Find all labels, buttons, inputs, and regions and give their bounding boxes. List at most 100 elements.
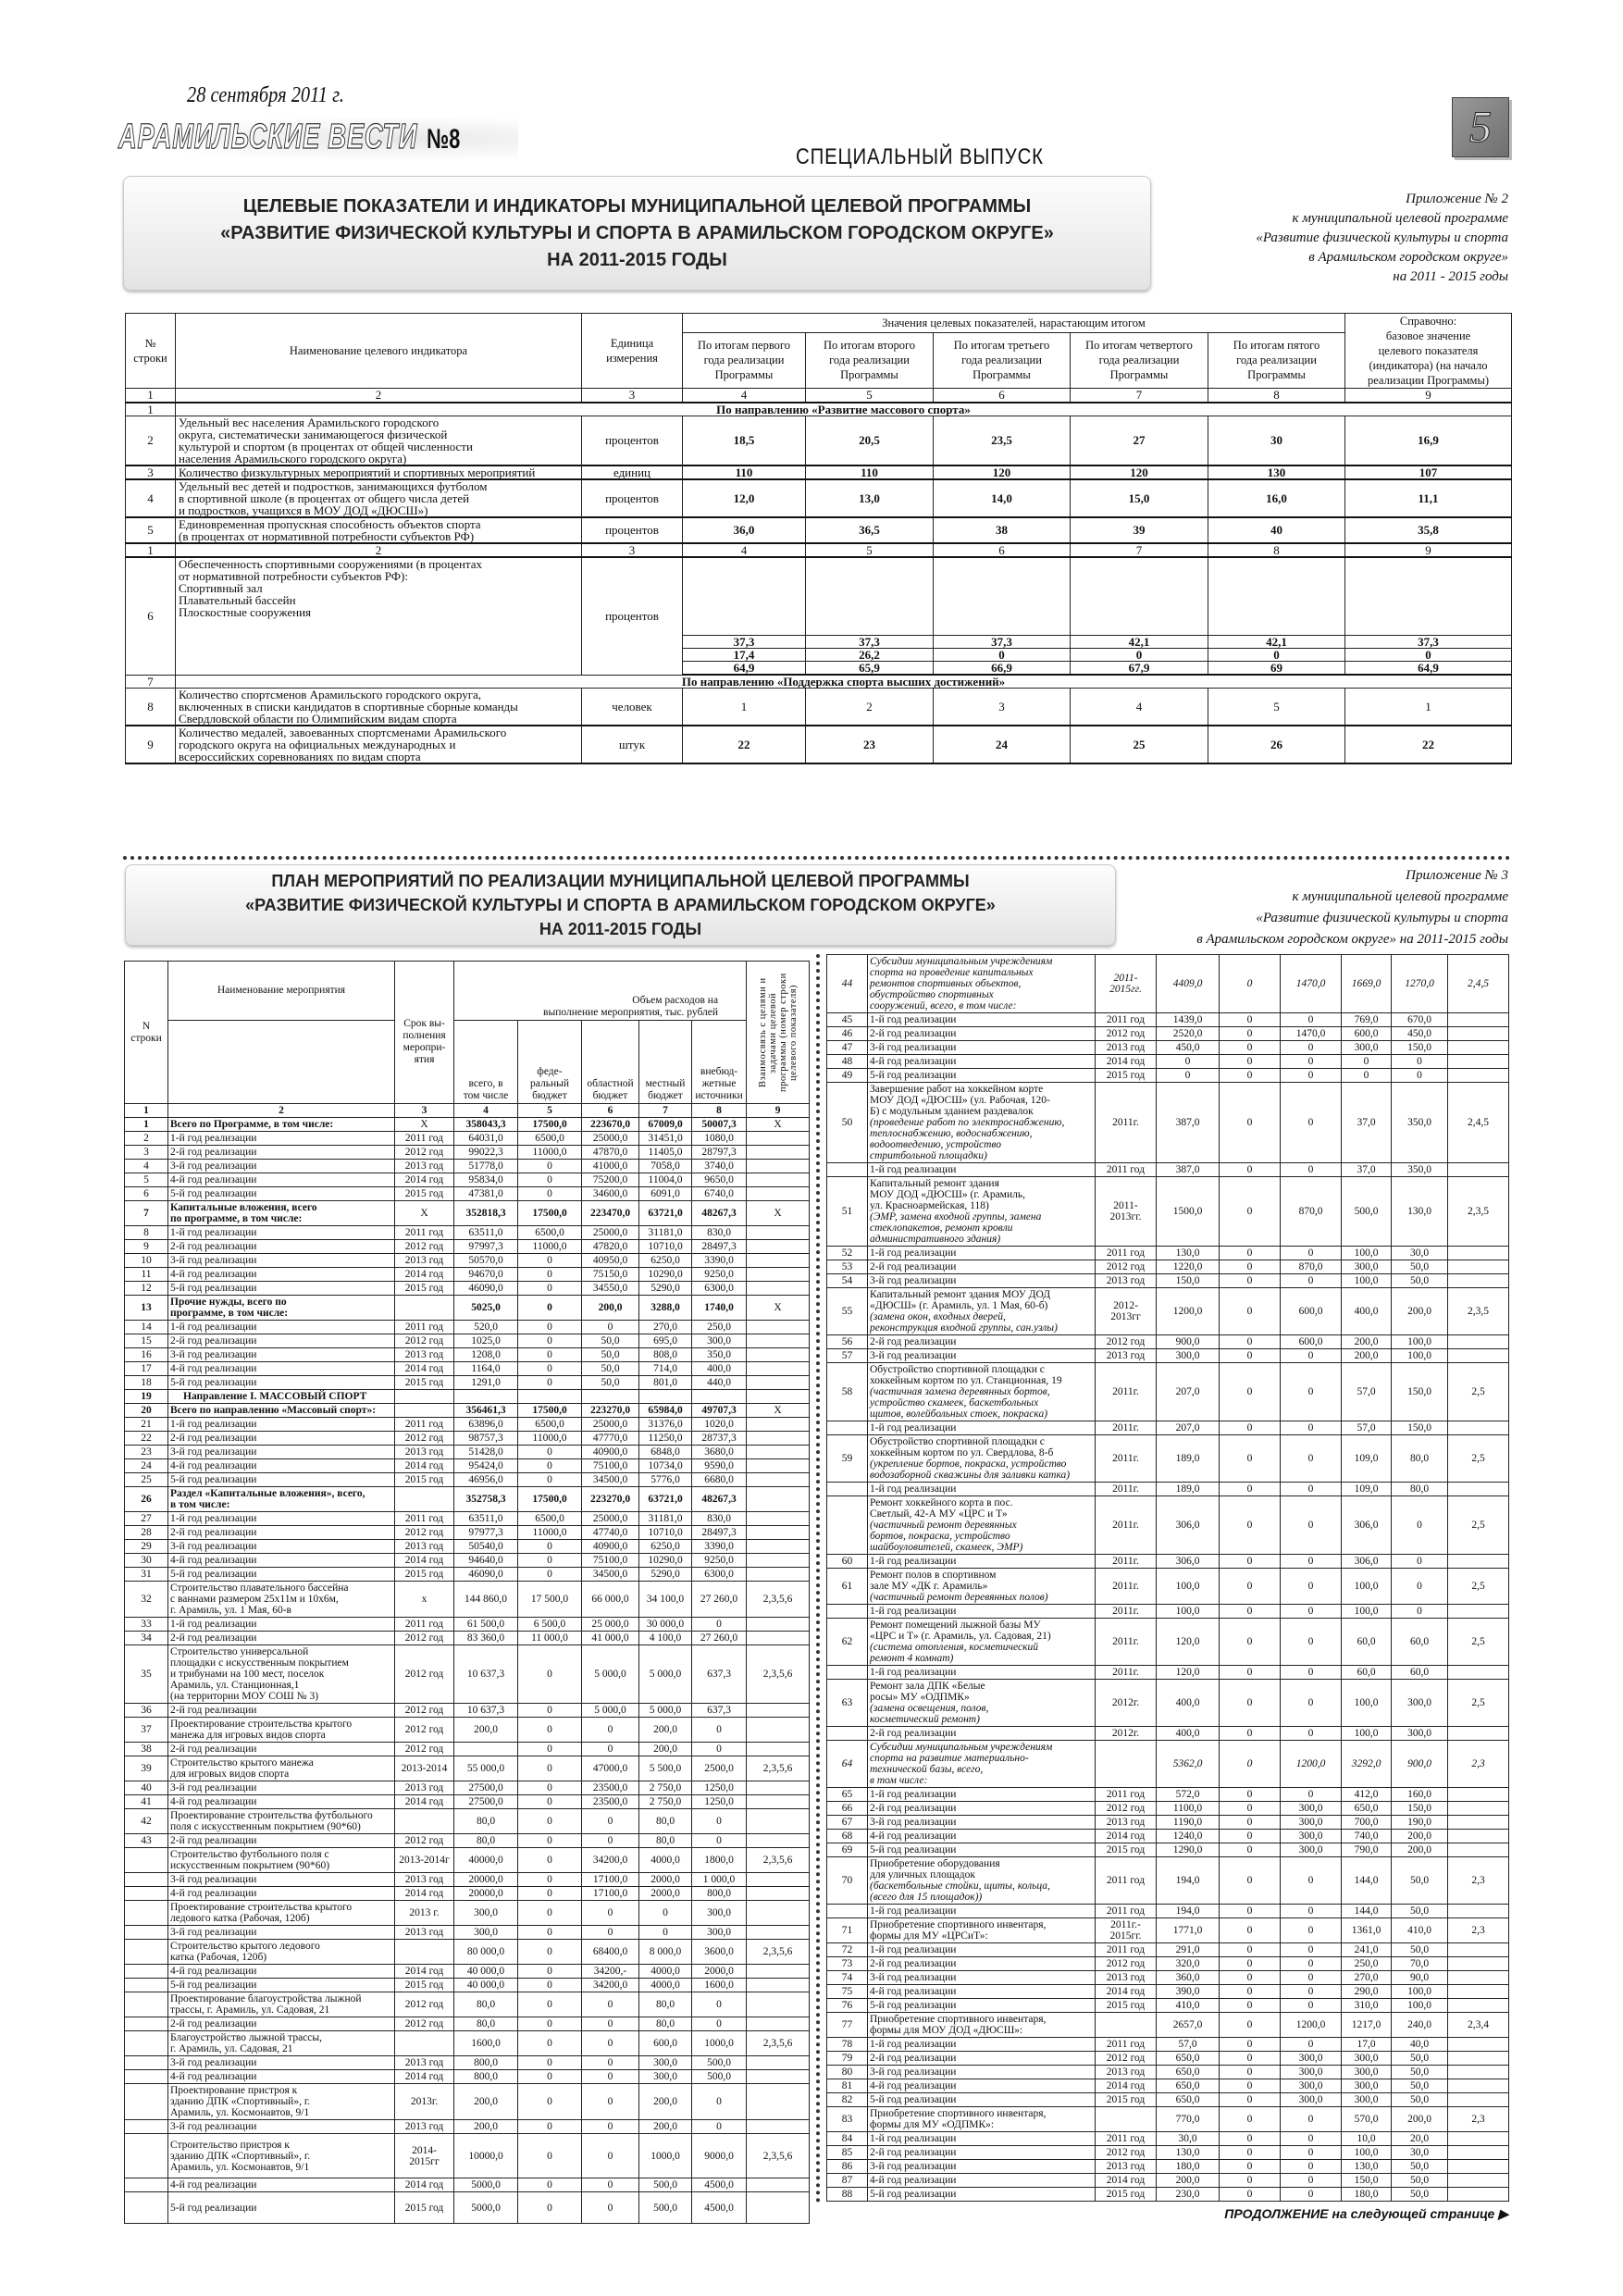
regional-budget: 870,0 — [1280, 1260, 1342, 1274]
indicator-name: Обеспеченность спортивными сооружениями … — [175, 556, 582, 676]
plan-row: 24 4-й год реализации 2014 год 95424,0 0 7510… — [124, 1458, 811, 1473]
local-budget: 600,0 — [638, 2030, 692, 2056]
total-amount: 64031,0 — [453, 1131, 518, 1146]
local-budget: 801,0 — [638, 1375, 692, 1390]
linked-indicators: 2,3,5,6 — [746, 1581, 811, 1618]
empty-cell — [933, 556, 1071, 636]
measure-name: 3-й год реализации — [167, 1445, 395, 1459]
measure-name: 1-й год реализации — [867, 2037, 1096, 2052]
measure-name: Приобретение оборудования для уличных пл… — [867, 1856, 1096, 1905]
plan-row: 2-й год реализации 2012 год 80,0 0 0 80,0 0 — [124, 2017, 811, 2031]
linked-indicators — [746, 1239, 811, 1254]
term: X — [394, 1200, 454, 1226]
local-budget: 5290,0 — [638, 1567, 692, 1582]
row-number: 82 — [826, 2092, 868, 2107]
federal-budget: 0 — [1219, 1618, 1281, 1666]
plan-row: 44 Субсидии муниципальным учреждениям спо… — [826, 954, 1509, 1013]
row-number: 42 — [124, 1808, 168, 1834]
row-number: 15 — [124, 1334, 168, 1348]
total-amount: 130,0 — [1156, 2145, 1220, 2160]
regional-budget: 0 — [1280, 1665, 1342, 1680]
regional-budget: 25000,0 — [581, 1417, 639, 1432]
linked-indicators: 2,4,5 — [1447, 1082, 1509, 1163]
term: 2013 год — [394, 1253, 454, 1268]
local-budget: 37,0 — [1341, 1082, 1392, 1163]
regional-budget: 0 — [1280, 1348, 1342, 1363]
measure-name: 3-й год реализации — [867, 1040, 1096, 1055]
total-amount: 306,0 — [1156, 1496, 1220, 1555]
total-amount: 800,0 — [453, 2055, 518, 2070]
indicator-value: 3 — [933, 688, 1071, 726]
regional-budget: 0 — [581, 2055, 639, 2070]
federal-budget: 11000,0 — [517, 1239, 582, 1254]
total-amount: 40 000,0 — [453, 1964, 518, 1979]
row-number: 66 — [826, 1801, 868, 1816]
extrabudgetary: 160,0 — [1391, 1787, 1448, 1802]
local-budget: 300,0 — [1341, 2092, 1392, 2107]
regional-budget: 0 — [581, 2030, 639, 2056]
measure-name: 5-й год реализации — [167, 1567, 395, 1582]
plan-row: 33 1-й год реализации 2011 год 61 500,0 6 50… — [124, 1617, 811, 1632]
federal-budget: 0 — [1219, 2187, 1281, 2202]
term: 2014 год — [1095, 1829, 1157, 1843]
federal-budget: 0 — [517, 2030, 582, 2056]
term: 2012 год — [1095, 1334, 1157, 1349]
term: 2011г. — [1095, 1665, 1157, 1680]
plan-row: 76 5-й год реализации 2015 год 410,0 0 0 310,0… — [826, 1998, 1509, 2013]
term: 2011г. — [1095, 1568, 1157, 1605]
term: 2015 год — [1095, 2092, 1157, 2107]
measure-name: 3-й год реализации — [867, 2065, 1096, 2079]
regional-budget: 5 000,0 — [581, 1644, 639, 1704]
total-amount: 20000,0 — [453, 1872, 518, 1887]
local-budget: 200,0 — [638, 1742, 692, 1756]
unit: процентов — [581, 478, 683, 518]
row-number: 69 — [826, 1843, 868, 1857]
header-unit: Единица измерения — [581, 313, 683, 389]
row-number: 63 — [826, 1679, 868, 1727]
total-amount: 1439,0 — [1156, 1012, 1220, 1027]
total-amount: 50570,0 — [453, 1253, 518, 1268]
total-amount: 46956,0 — [453, 1472, 518, 1487]
regional-budget: 0 — [1280, 1082, 1342, 1163]
column-number: 6 — [933, 542, 1071, 558]
local-budget: 109,0 — [1341, 1434, 1392, 1483]
extrabudgetary: 1020,0 — [690, 1417, 748, 1432]
local-budget: 0 — [638, 1900, 692, 1926]
plan-row: 27 1-й год реализации 2011 год 63511,0 6500,… — [124, 1511, 811, 1526]
extrabudgetary: 1600,0 — [690, 1978, 748, 1992]
row-number: 71 — [826, 1917, 868, 1943]
extrabudgetary: 1 000,0 — [690, 1872, 748, 1887]
federal-budget: 0 — [1219, 1362, 1281, 1421]
term: 2013 год — [394, 2119, 454, 2134]
total-amount: 120,0 — [1156, 1618, 1220, 1666]
measure-name: 2-й год реализации — [167, 1703, 395, 1718]
extrabudgetary: 0 — [690, 1833, 748, 1848]
total-amount: 100,0 — [1156, 1604, 1220, 1619]
measure-name: Направление I. МАССОВЫЙ СПОРТ — [167, 1389, 395, 1404]
row-number: 38 — [124, 1742, 168, 1756]
regional-budget: 600,0 — [1280, 1287, 1342, 1335]
header-values-group: Значения целевых показателей, нарастающи… — [681, 313, 1346, 333]
extrabudgetary: 6680,0 — [690, 1472, 748, 1487]
federal-budget: 0 — [517, 1539, 582, 1554]
extrabudgetary: 28497,3 — [690, 1525, 748, 1540]
local-budget: 100,0 — [1341, 1726, 1392, 1741]
measure-name: 5-й год реализации — [867, 1068, 1096, 1083]
term: 2014 год — [394, 1267, 454, 1282]
plan-row: 41 4-й год реализации 2014 год 27500,0 0 2350… — [124, 1794, 811, 1809]
total-amount: 1200,0 — [1156, 1287, 1220, 1335]
regional-budget: 1200,0 — [1280, 1740, 1342, 1788]
regional-budget: 0 — [1280, 1568, 1342, 1605]
row-number: 59 — [826, 1434, 868, 1483]
measure-name: Строительство крытого манежа для игровых… — [167, 1756, 395, 1781]
plan-row: 3-й год реализации 2013 год 800,0 0 0 300,0 50… — [124, 2055, 811, 2070]
regional-budget: 0 — [1280, 1421, 1342, 1435]
row-number: 80 — [826, 2065, 868, 2079]
local-budget: 65984,0 — [638, 1403, 692, 1418]
local-budget: 7058,0 — [638, 1159, 692, 1173]
linked-indicators — [746, 1253, 811, 1268]
total-amount: 5362,0 — [1156, 1740, 1220, 1788]
indicator-value: 107 — [1344, 465, 1513, 480]
extrabudgetary: 300,0 — [690, 1900, 748, 1926]
total-amount: 207,0 — [1156, 1362, 1220, 1421]
